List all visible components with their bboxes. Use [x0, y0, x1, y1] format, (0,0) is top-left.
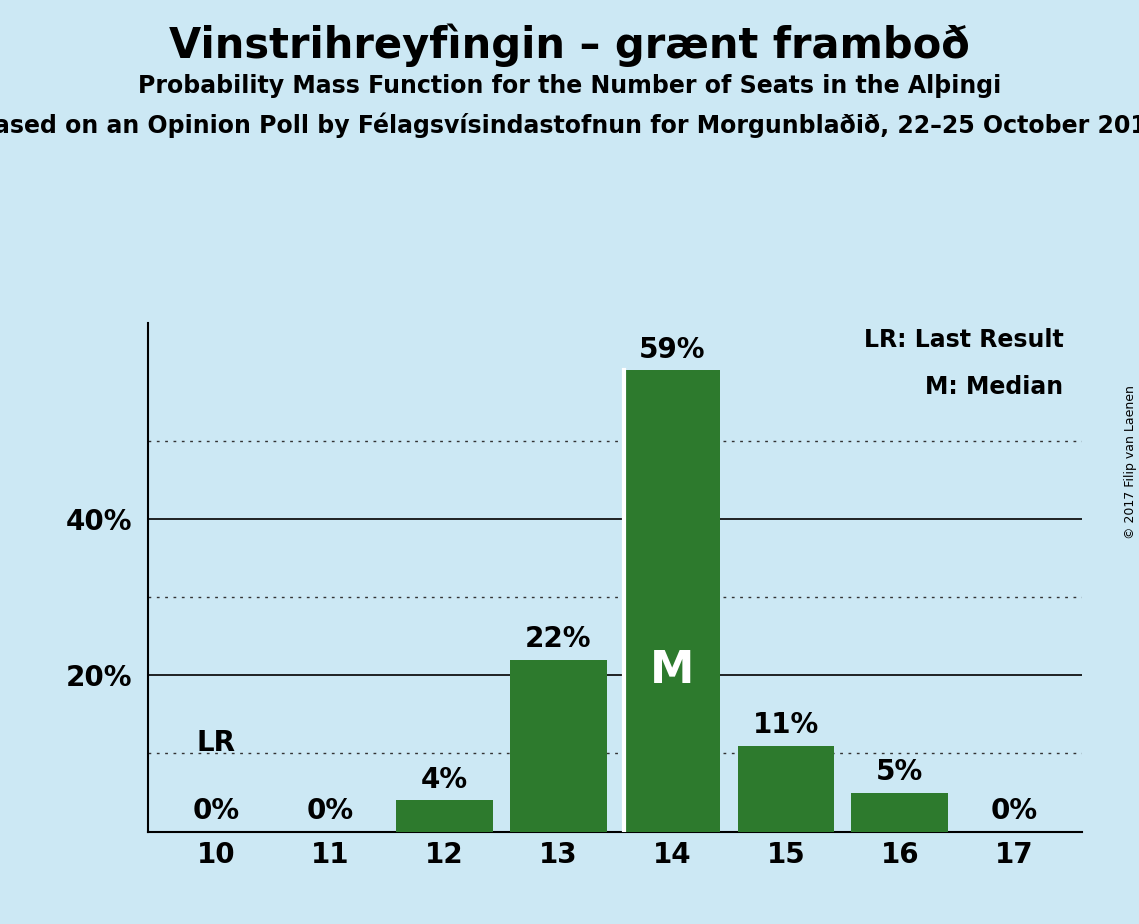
Text: Probability Mass Function for the Number of Seats in the Alþingi: Probability Mass Function for the Number…: [138, 74, 1001, 98]
Text: 4%: 4%: [420, 766, 468, 794]
Bar: [396, 800, 492, 832]
Text: 59%: 59%: [639, 336, 705, 364]
Text: LR: LR: [197, 729, 236, 758]
Bar: [509, 660, 606, 832]
Text: 5%: 5%: [876, 759, 924, 786]
Text: 22%: 22%: [525, 626, 591, 653]
Text: LR: Last Result
M: Median: LR: Last Result M: Median: [863, 328, 1064, 399]
Text: 0%: 0%: [990, 797, 1038, 825]
Text: Based on an Opinion Poll by Félagsvísindastofnun for Morgunblaðið, 22–25 October: Based on an Opinion Poll by Félagsvísind…: [0, 113, 1139, 139]
Text: Vinstrihreyfìngin – grænt framboð: Vinstrihreyfìngin – grænt framboð: [169, 23, 970, 67]
Bar: [624, 371, 720, 832]
Text: © 2017 Filip van Laenen: © 2017 Filip van Laenen: [1124, 385, 1137, 539]
Text: 0%: 0%: [192, 797, 240, 825]
Text: M: M: [650, 649, 694, 692]
Bar: [851, 793, 948, 832]
Bar: [737, 746, 834, 832]
Text: 0%: 0%: [306, 797, 354, 825]
Text: 11%: 11%: [753, 711, 819, 739]
